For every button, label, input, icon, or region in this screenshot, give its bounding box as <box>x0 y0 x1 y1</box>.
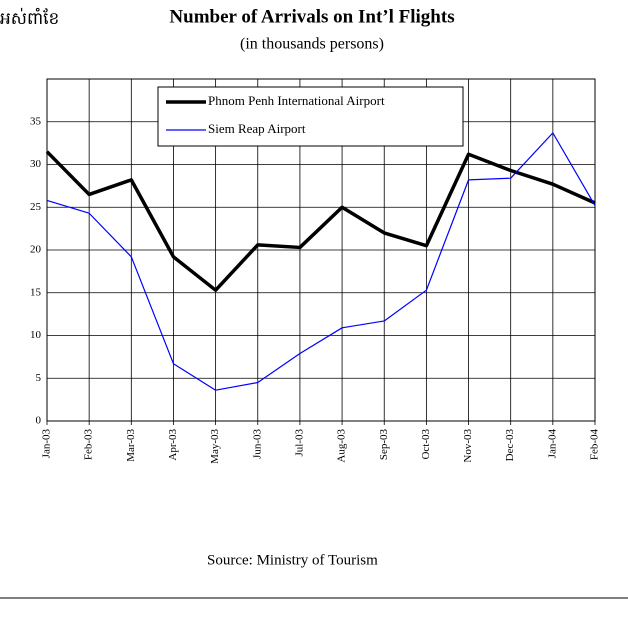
x-tick-label: May-03 <box>209 429 221 464</box>
chart-subtitle: (in thousands persons) <box>240 36 384 53</box>
x-tick-label: Sep-03 <box>378 429 390 461</box>
chart-title: Number of Arrivals on Int’l Flights <box>169 6 454 27</box>
y-tick-label: 10 <box>30 329 42 341</box>
x-tick-label: Apr-03 <box>167 429 179 461</box>
y-tick-label: 25 <box>30 201 42 213</box>
x-tick-label: Jul-03 <box>293 429 305 457</box>
x-tick-label: Nov-03 <box>462 429 474 463</box>
y-tick-label: 5 <box>36 372 42 384</box>
x-tick-label: Dec-03 <box>504 429 516 462</box>
line-series <box>45 150 596 292</box>
x-tick-label: Oct-03 <box>420 429 432 460</box>
x-tick-label: Aug-03 <box>336 429 348 463</box>
x-tick-label: Feb-04 <box>589 429 601 461</box>
y-tick-label: 0 <box>36 415 42 427</box>
legend-label: Siem Reap Airport <box>208 121 306 136</box>
x-tick-label: Jan-03 <box>41 429 53 459</box>
y-tick-label: 15 <box>30 286 42 298</box>
y-tick-label: 35 <box>30 115 42 127</box>
legend-box <box>157 86 464 147</box>
y-tick-label: 30 <box>30 158 42 170</box>
x-tick-label: Jan-04 <box>546 429 558 459</box>
source: Source: Ministry of Tourism <box>207 552 378 568</box>
header-fragment: អស់ពាំខែ <box>0 7 59 28</box>
x-tick-label: Feb-03 <box>83 429 95 461</box>
x-tick-label: Mar-03 <box>125 429 137 462</box>
x-tick-label: Jun-03 <box>251 429 263 459</box>
line-series <box>46 132 596 391</box>
legend-label: Phnom Penh International Airport <box>208 93 385 108</box>
y-tick-label: 20 <box>30 244 42 256</box>
